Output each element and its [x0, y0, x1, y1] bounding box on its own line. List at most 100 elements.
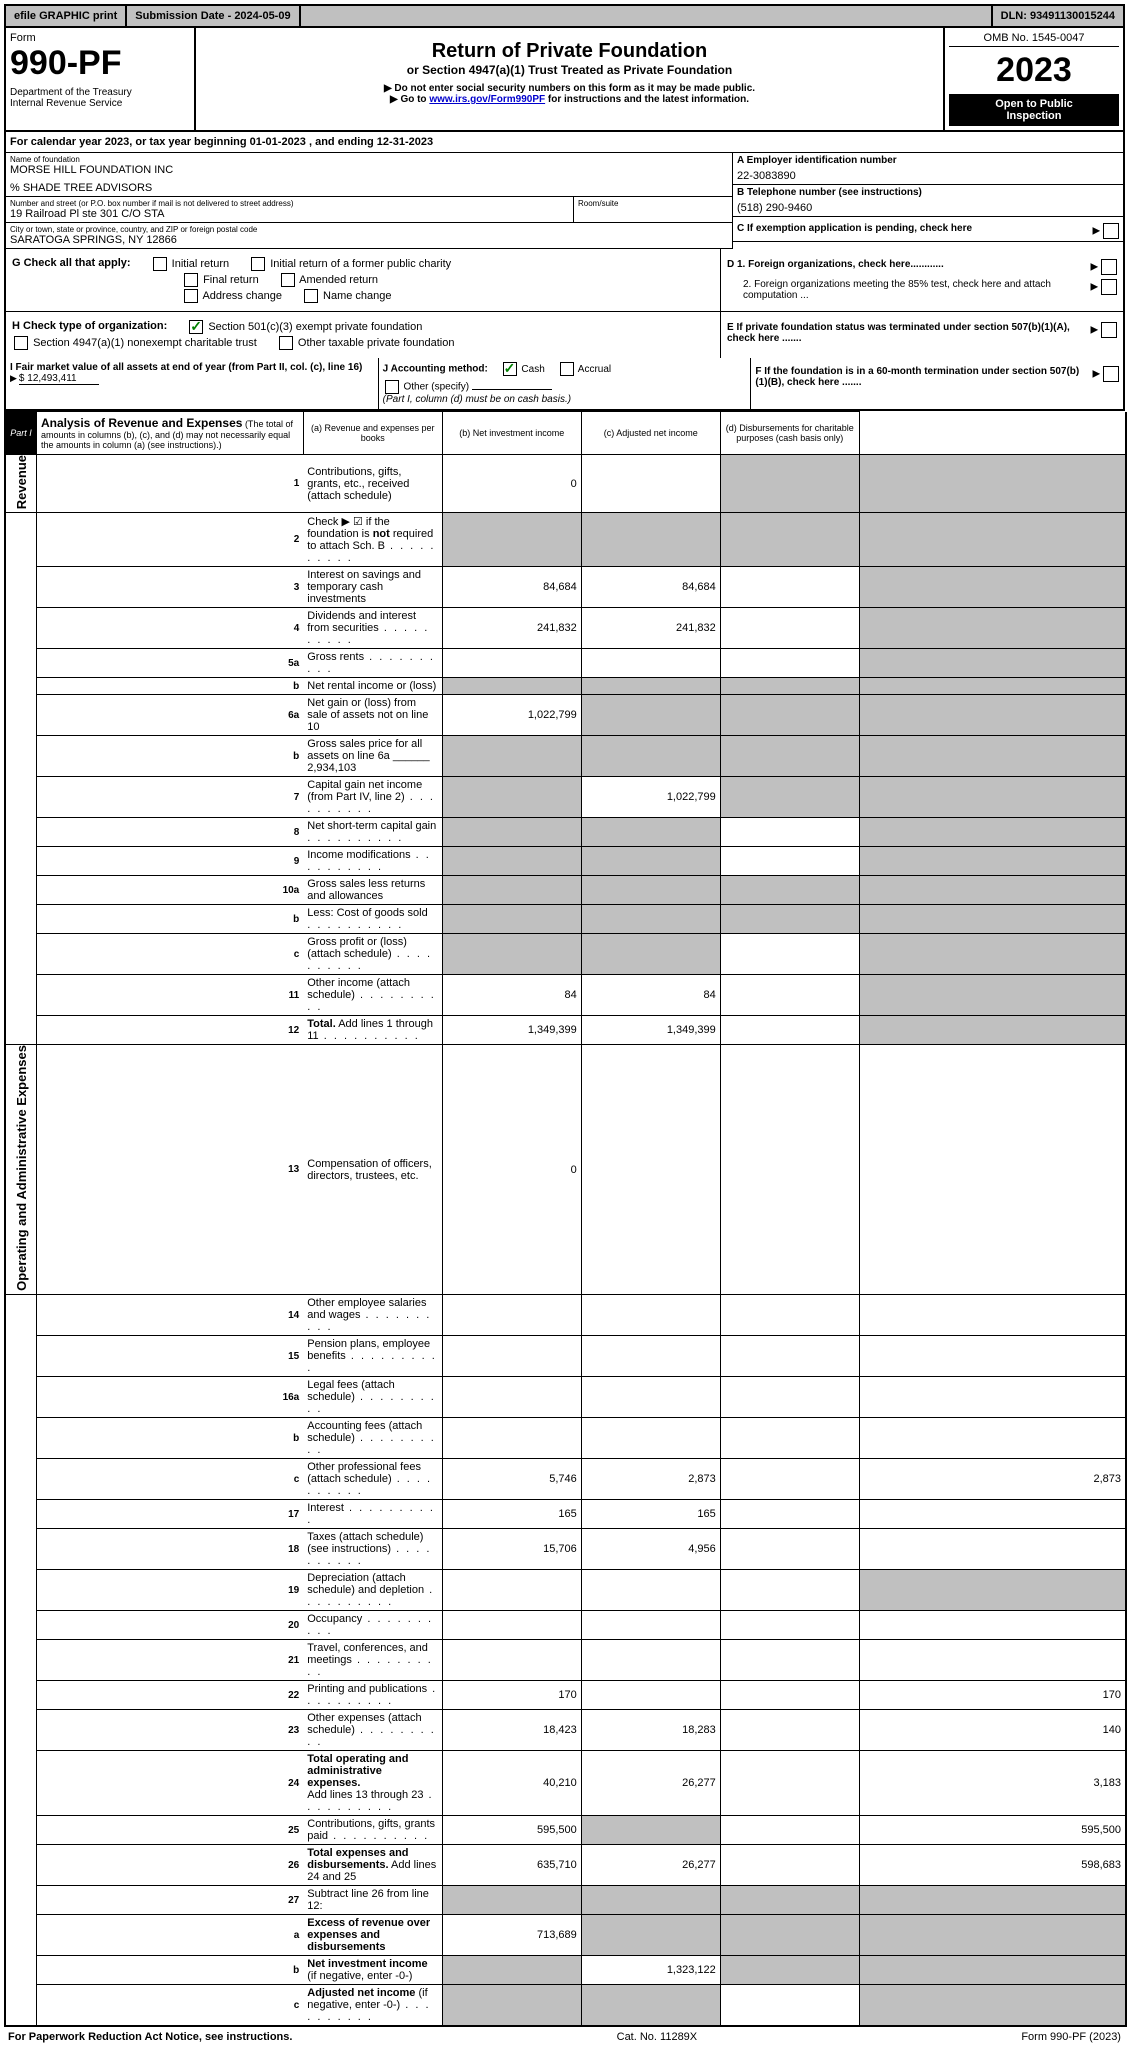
- table-row: bAccounting fees (attach schedule): [5, 1418, 1126, 1459]
- other-method-checkbox[interactable]: [385, 380, 399, 394]
- line-num: b: [37, 1418, 304, 1459]
- line-desc: Occupancy: [303, 1611, 442, 1640]
- line-num: 10a: [37, 876, 304, 905]
- part1-label: Part I: [5, 412, 37, 455]
- table-row: 25Contributions, gifts, grants paid595,5…: [5, 1816, 1126, 1845]
- line-num: c: [37, 1985, 304, 2027]
- col-b-header: (b) Net investment income: [442, 412, 581, 455]
- e-checkbox[interactable]: [1101, 322, 1117, 338]
- table-row: 9Income modifications: [5, 847, 1126, 876]
- phone-label: B Telephone number (see instructions): [737, 187, 1119, 198]
- c-checkbox[interactable]: [1103, 223, 1119, 239]
- line-desc: Net gain or (loss) from sale of assets n…: [303, 695, 442, 736]
- final-return-checkbox[interactable]: [184, 273, 198, 287]
- line-num: 22: [37, 1681, 304, 1710]
- part1-title: Analysis of Revenue and Expenses (The to…: [37, 412, 304, 455]
- efile-label: efile GRAPHIC print: [6, 6, 127, 26]
- line-num: 27: [37, 1886, 304, 1915]
- line-num: 2: [37, 513, 304, 567]
- section-label: Revenue: [5, 455, 37, 513]
- care-of: % SHADE TREE ADVISORS: [10, 182, 728, 194]
- form-header: Form 990-PF Department of the Treasury I…: [4, 28, 1125, 132]
- initial-return-checkbox[interactable]: [153, 257, 167, 271]
- line-desc: Net rental income or (loss): [303, 678, 442, 695]
- table-row: 3Interest on savings and temporary cash …: [5, 567, 1126, 608]
- line-desc: Gross sales less returns and allowances: [303, 876, 442, 905]
- table-row: 24Total operating and administrative exp…: [5, 1751, 1126, 1816]
- address-change-checkbox[interactable]: [184, 289, 198, 303]
- line-desc: Check ▶ ☑ if the foundation is not requi…: [303, 513, 442, 567]
- other-taxable-checkbox[interactable]: [279, 336, 293, 350]
- line-desc: Compensation of officers, directors, tru…: [303, 1045, 442, 1295]
- f-label: F If the foundation is in a 60-month ter…: [755, 366, 1079, 388]
- 4947-checkbox[interactable]: [14, 336, 28, 350]
- instr-link-row: ▶ Go to www.irs.gov/Form990PF for instru…: [200, 94, 939, 105]
- table-row: 2Check ▶ ☑ if the foundation is not requ…: [5, 513, 1126, 567]
- room-label: Room/suite: [578, 199, 728, 208]
- accrual-checkbox[interactable]: [560, 362, 574, 376]
- line-num: 12: [37, 1016, 304, 1045]
- d1-label: D 1. Foreign organizations, check here..…: [727, 259, 944, 270]
- line-desc: Other expenses (attach schedule): [303, 1710, 442, 1751]
- inspection-box: Open to Public Inspection: [949, 94, 1119, 126]
- city-state-zip: SARATOGA SPRINGS, NY 12866: [10, 234, 728, 246]
- dept-treasury: Department of the Treasury Internal Reve…: [10, 87, 190, 109]
- paperwork-notice: For Paperwork Reduction Act Notice, see …: [8, 2031, 292, 2043]
- line-num: 14: [37, 1295, 304, 1336]
- table-row: 18Taxes (attach schedule) (see instructi…: [5, 1529, 1126, 1570]
- line-desc: Net short-term capital gain: [303, 818, 442, 847]
- e-label: E If private foundation status was termi…: [727, 322, 1070, 344]
- h-label: H Check type of organization:: [12, 320, 167, 332]
- line-num: b: [37, 678, 304, 695]
- line-desc: Other income (attach schedule): [303, 975, 442, 1016]
- line-num: 25: [37, 1816, 304, 1845]
- cash-checkbox[interactable]: [503, 362, 517, 376]
- line-num: 17: [37, 1500, 304, 1529]
- line-desc: Subtract line 26 from line 12:: [303, 1886, 442, 1915]
- col-d-header: (d) Disbursements for charitable purpose…: [720, 412, 859, 455]
- line-desc: Pension plans, employee benefits: [303, 1336, 442, 1377]
- line-desc: Gross rents: [303, 649, 442, 678]
- d2-checkbox[interactable]: [1101, 279, 1117, 295]
- line-desc: Less: Cost of goods sold: [303, 905, 442, 934]
- name-change-checkbox[interactable]: [304, 289, 318, 303]
- line-num: 11: [37, 975, 304, 1016]
- 501c3-checkbox[interactable]: [189, 320, 203, 334]
- table-row: 6aNet gain or (loss) from sale of assets…: [5, 695, 1126, 736]
- table-row: 20Occupancy: [5, 1611, 1126, 1640]
- line-num: 23: [37, 1710, 304, 1751]
- omb-number: OMB No. 1545-0047: [949, 32, 1119, 47]
- line-num: b: [37, 905, 304, 934]
- irs-link[interactable]: www.irs.gov/Form990PF: [429, 94, 545, 105]
- submission-date: Submission Date - 2024-05-09: [127, 6, 300, 26]
- amended-checkbox[interactable]: [281, 273, 295, 287]
- line-desc: Depreciation (attach schedule) and deple…: [303, 1570, 442, 1611]
- table-row: cOther professional fees (attach schedul…: [5, 1459, 1126, 1500]
- entity-info: Name of foundation MORSE HILL FOUNDATION…: [4, 153, 1125, 249]
- d1-checkbox[interactable]: [1101, 259, 1117, 275]
- j-note: (Part I, column (d) must be on cash basi…: [383, 394, 747, 405]
- initial-charity-checkbox[interactable]: [251, 257, 265, 271]
- form-title: Return of Private Foundation: [200, 40, 939, 63]
- table-row: 16aLegal fees (attach schedule): [5, 1377, 1126, 1418]
- line-num: b: [37, 736, 304, 777]
- line-desc: Total. Add lines 1 through 11: [303, 1016, 442, 1045]
- footer: For Paperwork Reduction Act Notice, see …: [4, 2027, 1125, 2047]
- f-checkbox[interactable]: [1103, 366, 1119, 382]
- line-desc: Travel, conferences, and meetings: [303, 1640, 442, 1681]
- table-row: 4Dividends and interest from securities2…: [5, 608, 1126, 649]
- line-desc: Total expenses and disbursements. Add li…: [303, 1845, 442, 1886]
- ein: 22-3083890: [737, 170, 1119, 182]
- line-desc: Interest on savings and temporary cash i…: [303, 567, 442, 608]
- line-num: 13: [37, 1045, 304, 1295]
- line-desc: Other employee salaries and wages: [303, 1295, 442, 1336]
- line-num: b: [37, 1956, 304, 1985]
- table-row: 10aGross sales less returns and allowanc…: [5, 876, 1126, 905]
- line-desc: Contributions, gifts, grants, etc., rece…: [303, 455, 442, 513]
- line-desc: Income modifications: [303, 847, 442, 876]
- j-label: J Accounting method:: [383, 364, 488, 375]
- line-desc: Other professional fees (attach schedule…: [303, 1459, 442, 1500]
- table-row: bNet investment income (if negative, ent…: [5, 1956, 1126, 1985]
- line-desc: Accounting fees (attach schedule): [303, 1418, 442, 1459]
- d2-label: 2. Foreign organizations meeting the 85%…: [727, 279, 1087, 301]
